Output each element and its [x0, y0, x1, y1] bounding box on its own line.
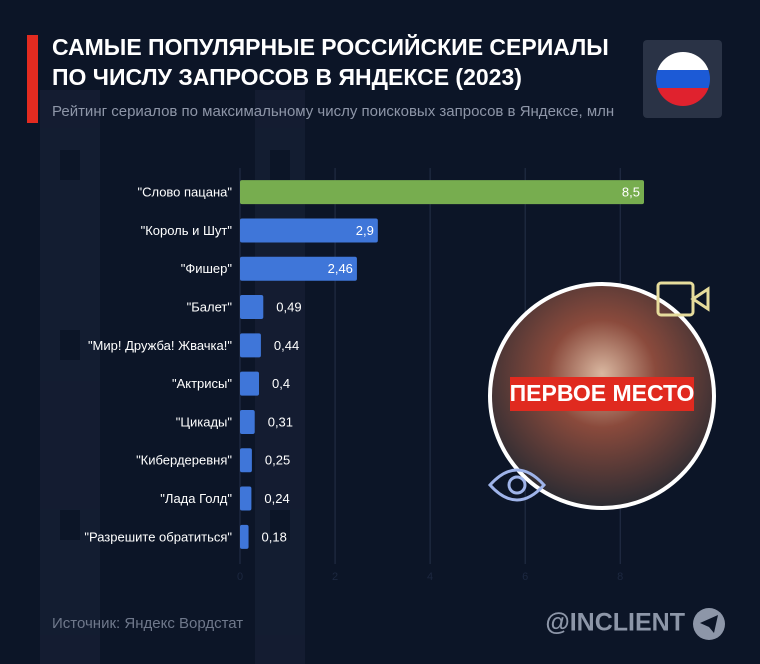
bar [240, 448, 252, 473]
y-tick-label: "Балет" [187, 299, 233, 314]
value-label: 8,5 [622, 185, 640, 200]
bar [240, 524, 249, 549]
y-tick-label: "Мир! Дружба! Жвачка!" [88, 338, 232, 353]
x-tick-label: 2 [332, 571, 338, 583]
x-tick-label: 6 [522, 571, 528, 583]
x-tick-label: 8 [617, 571, 623, 583]
bar [240, 218, 378, 243]
value-label: 2,46 [328, 261, 353, 276]
subtitle: Рейтинг сериалов по максимальному числу … [52, 103, 614, 120]
value-label: 0,31 [268, 414, 293, 429]
x-tick-label: 4 [427, 571, 433, 583]
value-label: 0,18 [262, 529, 287, 544]
bar [240, 180, 644, 205]
bar [240, 371, 260, 396]
bar [240, 409, 255, 434]
accent-bar [27, 35, 38, 123]
value-label: 0,4 [272, 376, 290, 391]
bar [240, 486, 252, 511]
bar [240, 256, 357, 281]
value-label: 0,44 [274, 338, 299, 353]
brand: @INCLIENT [545, 609, 685, 637]
y-tick-label: "Фишер" [181, 261, 233, 276]
x-tick-label: 0 [237, 571, 243, 583]
title-line: ПО ЧИСЛУ ЗАПРОСОВ В ЯНДЕКСЕ (2023) [52, 64, 522, 90]
eye-icon [487, 468, 547, 502]
value-label: 2,9 [356, 223, 374, 238]
flag [656, 52, 710, 106]
value-label: 0,49 [276, 299, 301, 314]
value-label: 0,25 [265, 453, 290, 468]
value-label: 0,24 [264, 491, 289, 506]
bar [240, 295, 264, 320]
y-tick-label: "Разрешите обратиться" [84, 529, 232, 544]
y-tick-label: "Слово пацана" [137, 185, 232, 200]
chart: 0 2 4 6 8 "Слово пацана" 8,5 "Король и Шут" 2,9 "… [84, 168, 644, 583]
source: Источник: Яндекс Вордстат [52, 615, 243, 632]
camera-icon [656, 281, 710, 317]
y-tick-label: "Актрисы" [172, 376, 232, 391]
y-tick-label: "Цикады" [176, 414, 233, 429]
telegram-icon [693, 608, 725, 640]
y-tick-label: "Король и Шут" [141, 223, 233, 238]
title-line: САМЫЕ ПОПУЛЯРНЫЕ РОССИЙСКИЕ СЕРИАЛЫ [52, 33, 609, 60]
badge: ПЕРВОЕ МЕСТО [510, 380, 695, 406]
y-tick-label: "Лада Голд" [160, 491, 232, 506]
bar [240, 333, 261, 358]
poster: ПЕРВОЕ МЕСТО [488, 282, 716, 510]
y-tick-label: "Кибердеревня" [136, 453, 232, 468]
